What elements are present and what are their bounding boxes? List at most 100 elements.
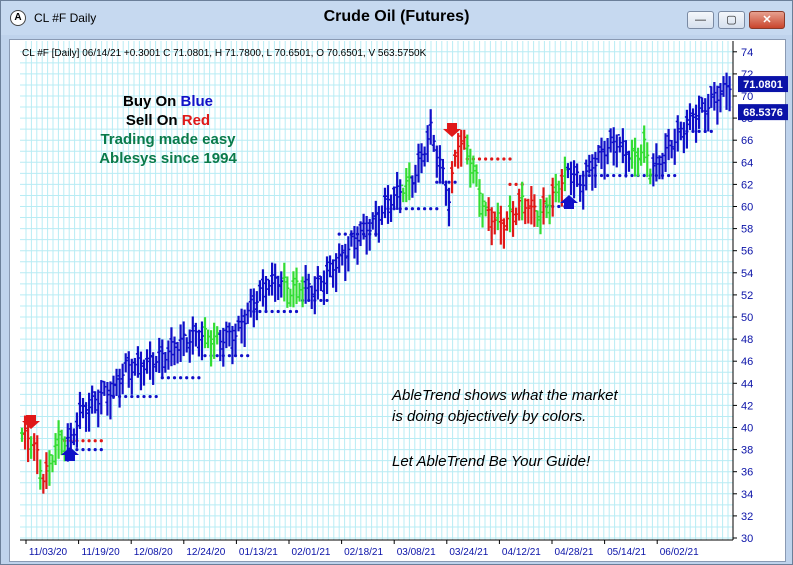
y-tick-label: 60 — [741, 202, 753, 214]
trend-dot — [87, 448, 91, 452]
sell-arrow-icon — [22, 415, 40, 429]
buy-arrow-icon — [560, 195, 578, 209]
trend-dot — [484, 157, 488, 161]
trend-dot — [477, 157, 482, 161]
window-title: Crude Oil (Futures) — [323, 8, 470, 25]
trend-dot — [148, 394, 152, 399]
trend-dot — [508, 157, 512, 161]
trend-dot — [404, 207, 408, 211]
slogan-buy-word: Blue — [181, 93, 214, 110]
minimize-button[interactable]: — — [687, 11, 714, 29]
slogan-sell: Sell On Red — [126, 112, 210, 129]
trend-dot — [136, 394, 140, 399]
y-tick-label: 42 — [741, 400, 753, 412]
trend-dot — [618, 173, 622, 178]
x-tick-label: 06/02/21 — [660, 547, 699, 558]
trend-dot — [203, 354, 207, 358]
trend-dot — [612, 173, 616, 178]
x-tick-label: 02/01/21 — [292, 547, 331, 558]
trend-dot — [227, 354, 231, 358]
y-tick-label: 50 — [741, 312, 753, 324]
sell-arrow-icon — [443, 123, 461, 137]
trend-dot — [130, 394, 134, 399]
x-tick-label: 05/14/21 — [607, 547, 646, 558]
slogan-line3: Trading made easy — [100, 131, 236, 148]
y-tick-label: 40 — [741, 423, 753, 435]
trend-dot — [215, 354, 219, 358]
trend-dot — [502, 157, 506, 161]
y-tick-label: 34 — [741, 489, 753, 501]
trend-dot — [697, 129, 701, 133]
chart-panel[interactable] — [9, 39, 786, 562]
trend-dot — [447, 180, 451, 184]
trend-dot — [185, 376, 189, 380]
trend-dot — [587, 173, 591, 178]
trend-dot — [416, 207, 421, 211]
caption-block: AbleTrend shows what the market is doing… — [391, 387, 618, 470]
trend-dot — [319, 298, 323, 303]
slogan-block: Buy On Blue Sell On Red Trading made eas… — [99, 93, 237, 167]
trend-dot — [709, 129, 713, 133]
trend-dot — [93, 448, 97, 452]
trend-dot — [514, 182, 518, 186]
trend-dot — [599, 173, 604, 178]
trend-dot — [435, 180, 439, 184]
trend-dot — [154, 394, 158, 399]
trend-dot — [490, 157, 494, 161]
y-tick-label: 56 — [741, 246, 753, 258]
trend-dot — [667, 173, 671, 178]
x-tick-label: 02/18/21 — [344, 547, 383, 558]
trend-dot — [337, 232, 341, 236]
trend-dot — [81, 439, 85, 443]
trend-dot — [93, 439, 97, 443]
price-bars — [20, 72, 732, 494]
trend-dot — [496, 157, 500, 161]
x-tick-label: 11/19/20 — [82, 547, 121, 558]
y-tick-label: 74 — [741, 47, 753, 59]
trend-dot — [81, 448, 85, 452]
trend-dot — [606, 173, 610, 178]
y-tick-label: 64 — [741, 157, 753, 169]
trend-dot — [191, 376, 195, 380]
trend-dot — [172, 376, 177, 380]
window-label: CL #F Daily — [34, 11, 97, 25]
minimize-icon: — — [695, 14, 706, 26]
app-icon[interactable]: A — [10, 10, 26, 26]
price-badge — [738, 104, 788, 121]
trend-dot — [160, 376, 164, 380]
title-bar[interactable]: A CL #F Daily Crude Oil (Futures) — ▢ ✕ — [1, 1, 792, 35]
trend-dot — [276, 309, 280, 314]
trend-dot — [270, 309, 274, 314]
trend-dot — [99, 448, 103, 452]
x-axis: 11/03/20 11/19/20 12/08/20 12/24/20 01/13/21… — [25, 540, 699, 558]
y-tick-label: 62 — [741, 179, 753, 191]
y-tick-label: 44 — [741, 378, 753, 390]
x-tick-label: 03/08/21 — [397, 547, 436, 558]
maximize-button[interactable]: ▢ — [718, 11, 745, 29]
trend-dot — [630, 173, 634, 178]
y-tick-label: 36 — [741, 467, 753, 479]
trend-dot — [240, 354, 244, 358]
slogan-sell-prefix: Sell On — [126, 112, 182, 129]
y-tick-label: 70 — [741, 91, 753, 103]
y-tick-label: 54 — [741, 268, 753, 280]
trend-dot — [258, 309, 262, 314]
y-tick-label: 30 — [741, 533, 753, 545]
slogan-line4: Ablesys since 1994 — [99, 150, 237, 167]
slogan-buy-prefix: Buy On — [123, 93, 181, 110]
trend-dot — [288, 309, 292, 314]
x-tick-label: 04/12/21 — [502, 547, 541, 558]
y-tick-label: 46 — [741, 356, 753, 368]
slogan-sell-word: Red — [182, 112, 210, 129]
y-tick-label: 38 — [741, 445, 753, 457]
trend-dot — [124, 394, 128, 399]
trend-dot — [642, 173, 646, 178]
buy-arrow-icon — [61, 447, 79, 461]
y-tick-label: 66 — [741, 135, 753, 147]
x-tick-label: 11/03/20 — [29, 547, 68, 558]
trend-dot — [179, 376, 183, 380]
close-button[interactable]: ✕ — [749, 11, 785, 29]
trend-dot — [142, 394, 146, 399]
